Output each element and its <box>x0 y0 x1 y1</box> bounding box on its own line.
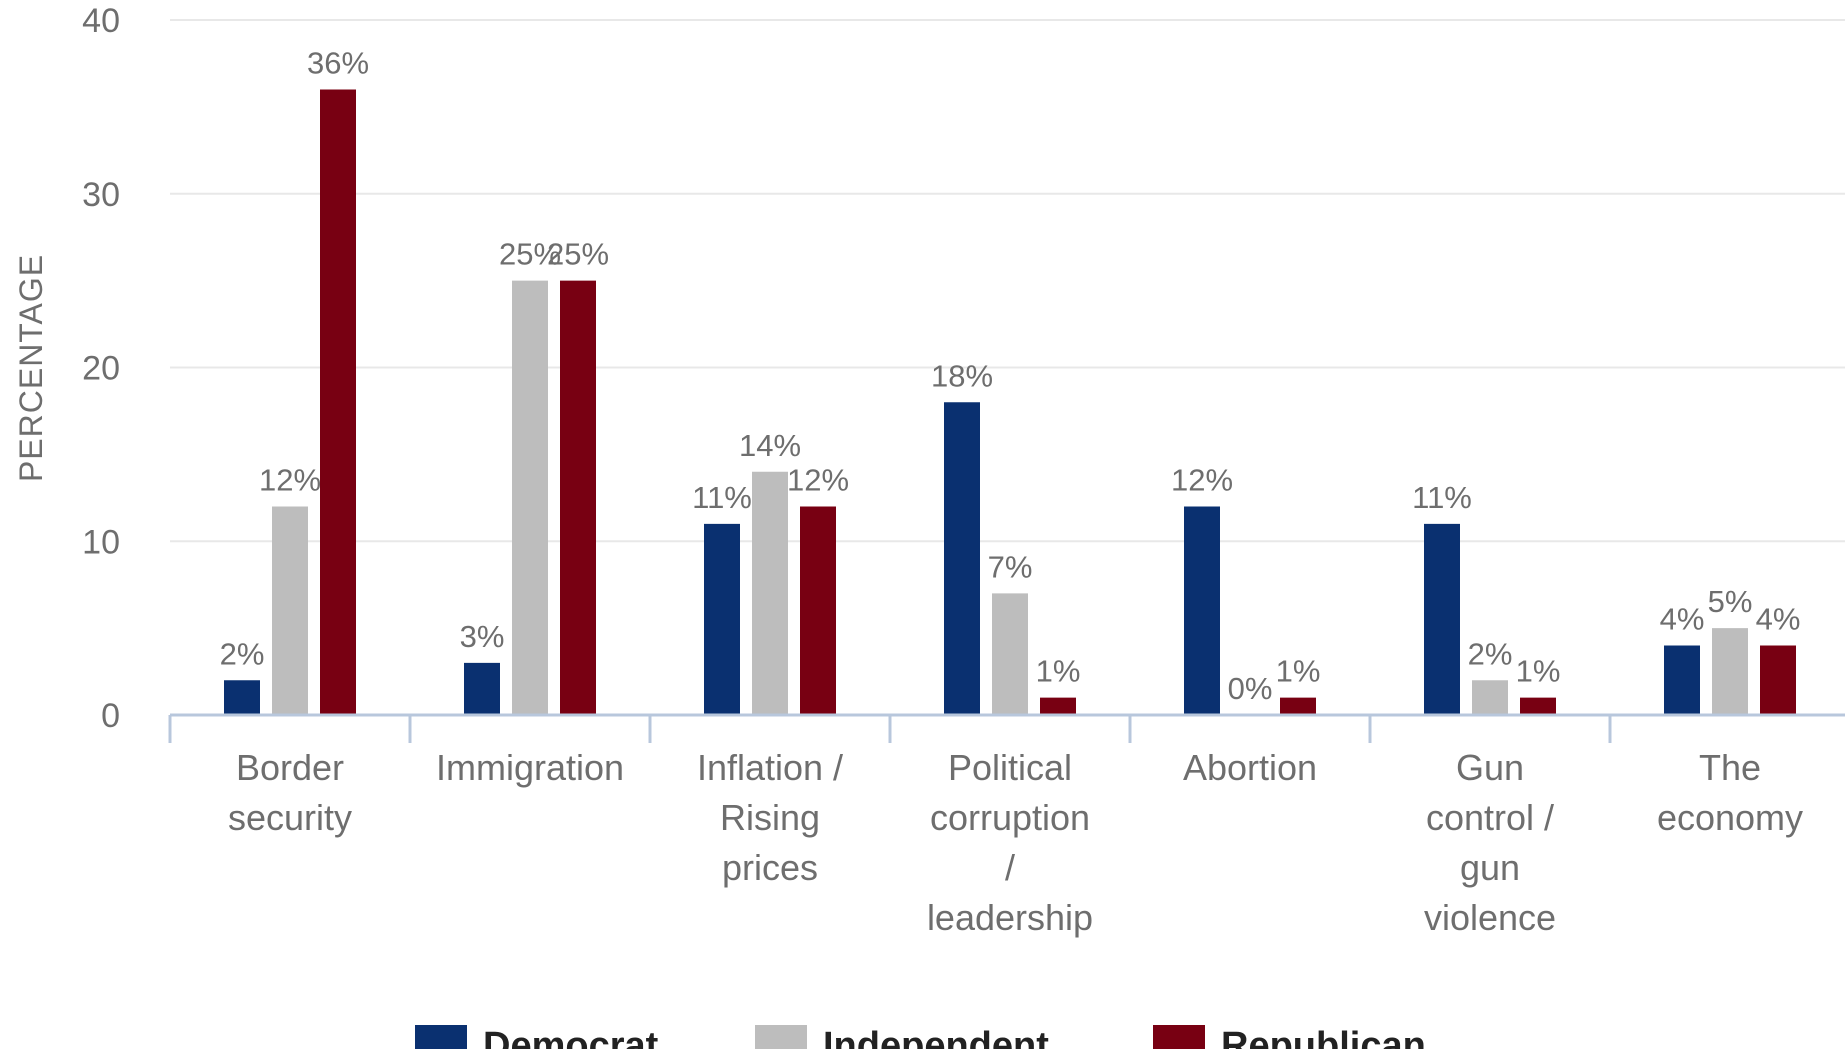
data-label-republican: 1% <box>1036 654 1081 689</box>
y-tick-label: 30 <box>82 176 120 214</box>
y-tick-label: 10 <box>82 523 120 561</box>
data-label-independent: 7% <box>988 549 1033 584</box>
x-category-label: Abortion <box>1183 747 1317 788</box>
legend-swatch-democrat <box>415 1025 467 1049</box>
legend-swatch-independent <box>755 1025 807 1049</box>
bar-democrat <box>944 402 980 715</box>
bar-independent <box>512 280 548 715</box>
bar-republican <box>1040 697 1076 715</box>
bar-democrat <box>464 662 500 715</box>
x-category-label: Inflation / Rising prices <box>697 747 843 888</box>
legend: Democrat Independent Republican <box>415 1025 1426 1049</box>
data-label-republican: 25% <box>547 237 609 272</box>
data-label-independent: 25% <box>499 237 561 272</box>
data-label-democrat: 2% <box>220 636 265 671</box>
bar-democrat <box>224 680 260 715</box>
x-category-label: Border security <box>228 747 352 838</box>
bar-independent <box>992 593 1028 715</box>
legend-swatch-republican <box>1153 1025 1205 1049</box>
x-axis-category-labels: Border security Immigration Inflation / Risi… <box>228 747 1803 938</box>
bar-republican <box>1760 645 1796 715</box>
bars <box>224 89 1796 715</box>
bar-democrat <box>1664 645 1700 715</box>
data-label-republican: 1% <box>1516 654 1561 689</box>
data-label-republican: 4% <box>1756 602 1801 637</box>
bar-republican <box>1520 697 1556 715</box>
x-category-label: Immigration <box>436 747 624 788</box>
data-label-independent: 12% <box>259 463 321 498</box>
y-tick-label: 0 <box>101 697 120 735</box>
y-tick-label: 40 <box>82 2 120 40</box>
legend-label-democrat: Democrat <box>483 1025 659 1049</box>
x-axis <box>168 713 1845 743</box>
y-axis-title: PERCENTAGE <box>13 254 49 482</box>
data-label-republican: 12% <box>787 463 849 498</box>
data-label-democrat: 3% <box>460 619 505 654</box>
data-label-independent: 0% <box>1228 671 1273 706</box>
data-label-democrat: 11% <box>1412 480 1472 515</box>
data-label-democrat: 18% <box>931 358 993 393</box>
y-tick-label: 20 <box>82 350 120 388</box>
bar-independent <box>1712 628 1748 715</box>
gridlines <box>170 19 1845 543</box>
legend-label-independent: Independent <box>823 1025 1049 1049</box>
bar-republican <box>1280 697 1316 715</box>
x-category-label: Gun control / gun violence <box>1424 747 1556 938</box>
bar-independent <box>1472 680 1508 715</box>
bar-democrat <box>1184 506 1220 715</box>
bar-democrat <box>1424 523 1460 715</box>
bar-democrat <box>704 523 740 715</box>
x-category-label: Political corruption / leadership <box>927 747 1093 938</box>
data-label-democrat: 12% <box>1171 463 1233 498</box>
bar-independent <box>752 471 788 715</box>
data-label-democrat: 11% <box>692 480 752 515</box>
data-label-independent: 14% <box>739 428 801 463</box>
y-axis-ticks: 0 10 20 30 40 <box>82 2 120 735</box>
data-label-republican: 36% <box>307 46 369 81</box>
data-label-democrat: 4% <box>1660 602 1705 637</box>
legend-label-republican: Republican <box>1221 1025 1426 1049</box>
bar-republican <box>800 506 836 715</box>
x-category-label: The economy <box>1657 747 1803 838</box>
bar-republican <box>320 89 356 715</box>
data-label-independent: 2% <box>1468 636 1513 671</box>
bar-republican <box>560 280 596 715</box>
data-label-republican: 1% <box>1276 654 1321 689</box>
data-labels: 2%12%36%3%25%25%11%14%12%18%7%1%12%0% 1%1… <box>220 46 1801 707</box>
data-label-independent: 5% <box>1708 584 1753 619</box>
bar-independent <box>272 506 308 715</box>
